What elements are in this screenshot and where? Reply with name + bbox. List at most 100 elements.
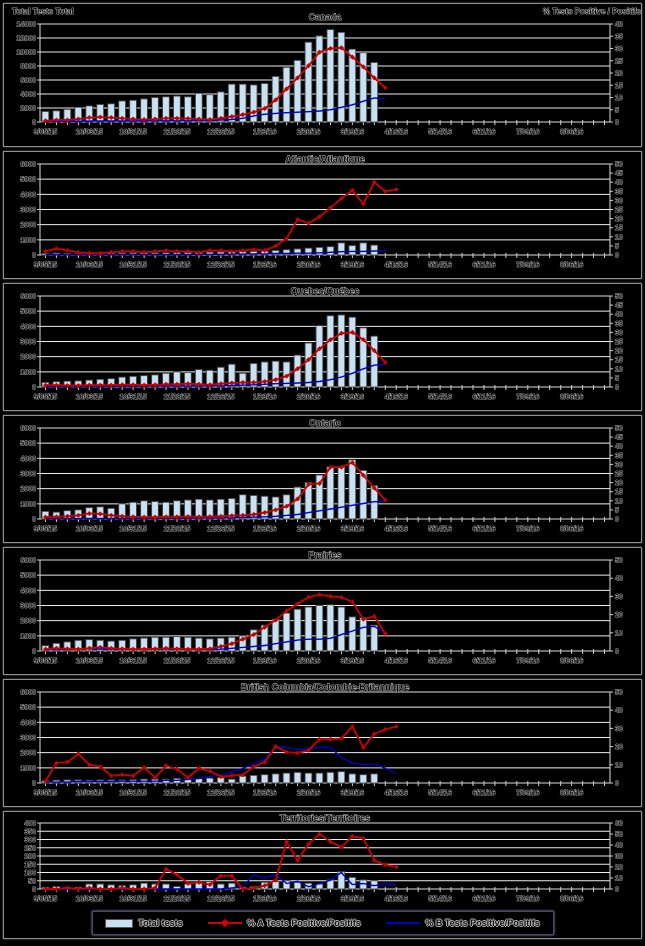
left-axis-tick-label: 0 [32,781,36,788]
chart-panel-prairies: 0 1000 2000 3000 4000 5000 6000 0 10 20 30 40 50 9/05… [3,547,642,675]
left-axis-tick-label: 3000 [20,471,36,478]
diamond-marker-icon [218,643,224,650]
series-b-line [45,249,386,256]
left-axis-tick-label: 3000 [20,339,36,346]
diamond-marker-icon [229,114,235,120]
diamond-marker-icon [327,45,334,52]
bar [271,881,280,890]
bar [184,372,192,388]
x-axis-tick-label: 10/31/15 [120,658,147,665]
x-axis-tick-label: 10/03/15 [76,394,103,401]
diamond-marker-icon [108,249,114,255]
x-axis-tick-label: 12/26/15 [207,129,234,136]
bar [293,771,302,784]
x-axis-tick-label: 10/03/15 [76,262,103,269]
x-axis-tick-label: 5/14/16 [428,394,451,401]
x-axis-tick-label: 9/05/15 [34,526,57,533]
diamond-marker-icon [338,45,345,51]
x-axis-tick-label: 2/20/16 [297,526,320,533]
legend-item-total-tests: Total tests [105,918,183,928]
x-axis-tick-label: 5/14/16 [428,658,451,665]
right-axis-tick-label: 0 [615,781,619,788]
left-axis-tick-label: 2000 [20,486,36,493]
diamond-marker-icon [349,187,355,193]
diamond-marker-icon [141,382,147,388]
diamond-marker-icon [152,382,158,388]
x-axis-tick-label: 9/05/15 [34,896,57,903]
diamond-marker-icon [284,839,290,845]
diamond-marker-icon [284,503,290,509]
bar-swatch-icon [105,918,134,928]
diamond-marker-icon [53,382,60,388]
diamond-marker-icon [262,883,268,889]
chart-panel-ontario: 0 1000 2000 3000 4000 5000 6000 0 5 10 15 20 25 30 35 4… [3,415,642,543]
x-axis-tick-label: 5/14/16 [428,262,451,269]
x-axis-tick-label: 2/20/16 [297,262,320,269]
x-axis-tick-label: 2/20/16 [297,896,320,903]
diamond-marker-icon [349,599,355,605]
x-axis-tick-label: 6/11/16 [472,790,495,797]
diamond-marker-icon [86,382,92,388]
bar [238,83,247,123]
diamond-marker-icon [305,220,312,226]
diamond-marker-icon [393,186,399,193]
diamond-marker-icon [240,112,246,118]
chart-svg: 0 2000 4000 6000 8000 10000 12000 14000 0 5 10 15 20… [12,7,642,137]
diamond-marker-icon [349,54,355,60]
diamond-marker-icon [185,880,191,887]
diamond-marker-icon [262,759,268,765]
diamond-marker-icon [207,882,213,888]
diamond-marker-icon [64,646,70,652]
diamond-marker-icon [240,772,246,778]
diamond-marker-icon [174,381,180,387]
right-axis-tick-label: 40 [615,22,623,29]
bar [162,883,170,890]
right-axis-tick-label: 10 [615,762,623,769]
bar [348,459,357,520]
x-axis-tick-label: 1/23/16 [253,896,276,903]
x-axis-tick-label: 8/06/16 [560,896,583,903]
diamond-marker-icon [42,778,49,784]
diamond-marker-icon [141,514,147,520]
left-axis-tick-label: 1000 [20,633,36,640]
diamond-marker-icon [295,750,301,756]
chart-svg: 0 1000 2000 3000 4000 5000 6000 0 5 10 15 20 25 30 35 4… [20,418,623,534]
legend-item-series-b: % B Tests Positive/Positifs [386,918,540,928]
diamond-marker-icon [371,613,377,620]
series-b-line [45,363,386,388]
x-axis-tick-label: 3/19/16 [341,790,364,797]
diamond-marker-icon [273,877,279,883]
x-axis-tick-label: 4/16/16 [385,790,408,797]
right-axis-tick-label: 20 [615,480,623,487]
diamond-marker-icon [229,641,235,647]
diamond-marker-icon [349,459,355,466]
diamond-marker-icon [196,249,202,255]
x-axis-tick-label: 4/16/16 [385,896,408,903]
diamond-marker-icon [229,513,235,519]
bar [227,778,236,784]
diamond-marker-icon [196,381,202,387]
x-axis-tick-label: 9/05/15 [34,658,57,665]
diamond-marker-icon [327,736,334,742]
diamond-marker-icon [262,247,268,254]
diamond-marker-icon [152,885,158,891]
diamond-marker-icon [382,631,388,637]
diamond-marker-icon [108,512,114,518]
left-axis-tick-label: 5000 [20,309,36,316]
left-axis-tick-label: 1000 [20,765,36,772]
bar [370,624,379,652]
right-axis-tick-label: 10 [615,498,623,505]
diamond-marker-icon [284,608,290,614]
bar [216,366,225,388]
left-axis-tick-label: 3000 [20,735,36,742]
x-axis-tick-label: 12/26/15 [207,658,234,665]
right-axis-tick-label: 35 [615,321,623,328]
bar [370,335,379,388]
diamond-marker-icon [295,857,301,863]
diamond-marker-icon [207,514,213,520]
chart-svg: 0 1000 2000 3000 4000 5000 6000 0 10 20 30 40 50 9/05… [20,550,623,666]
series-b-line [45,500,386,520]
left-axis-tick-label: 0 [32,887,36,894]
x-axis-tick-label: 8/06/16 [560,129,583,136]
x-axis-tick-label: 7/09/16 [516,129,539,136]
